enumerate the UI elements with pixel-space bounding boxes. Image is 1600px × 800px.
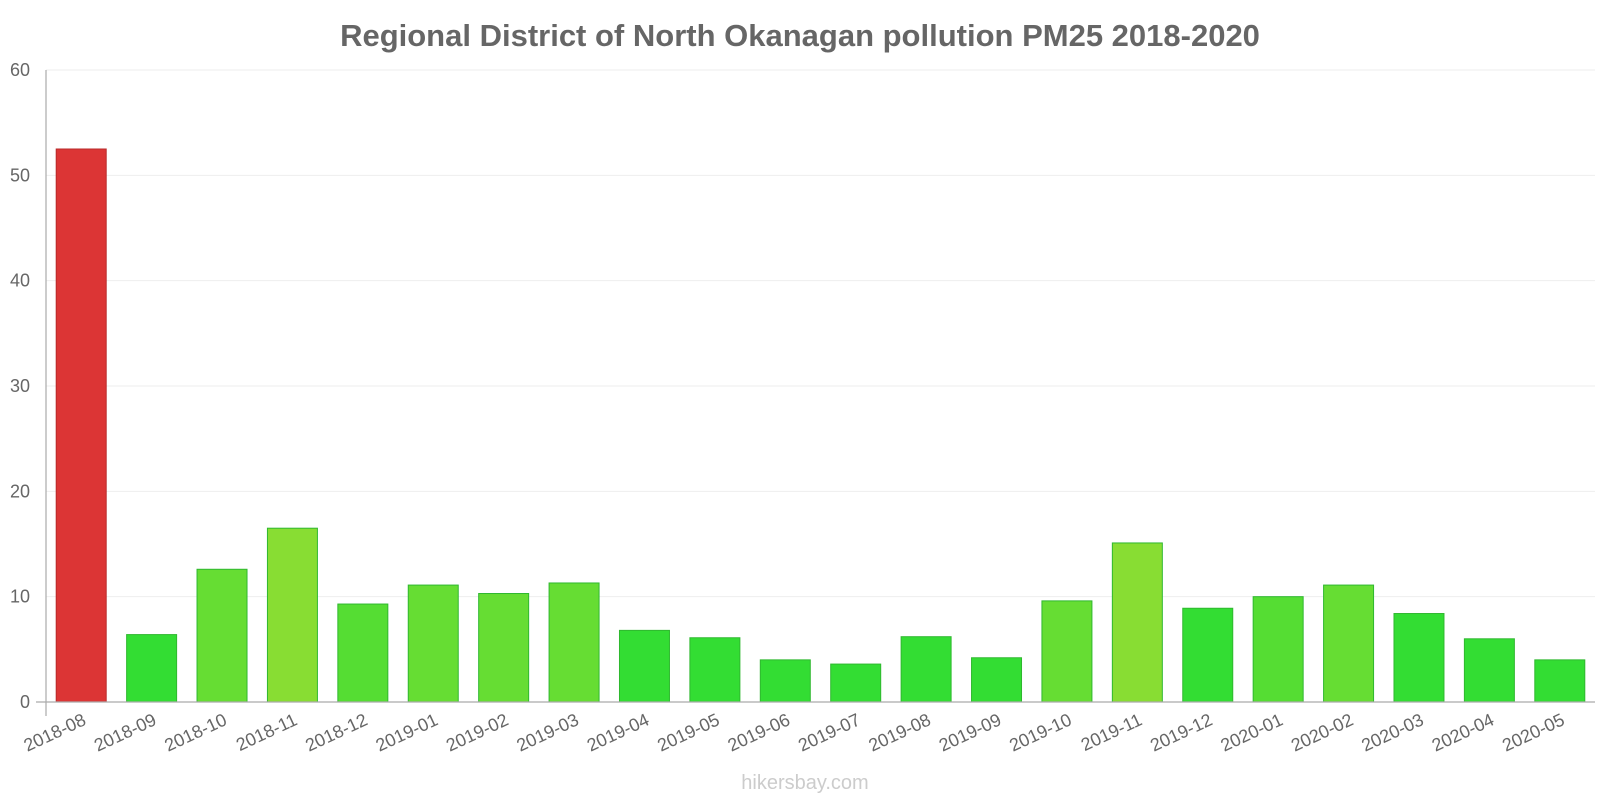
x-tick-label-2018-08: 2018-08	[21, 709, 89, 755]
x-tick-label-2020-02: 2020-02	[1288, 709, 1356, 755]
bar-2018-12	[337, 603, 389, 703]
bar-2020-03	[1393, 613, 1445, 703]
y-tick-label-60: 60	[10, 60, 30, 80]
bar-2019-07	[830, 663, 882, 703]
x-tick-label-2020-05: 2020-05	[1499, 709, 1567, 755]
x-tick-label-2019-11: 2019-11	[1078, 709, 1145, 754]
bar-2019-01	[407, 584, 459, 703]
bar-2019-05	[689, 637, 741, 703]
bar-2018-11	[266, 527, 318, 703]
y-tick-label-10: 10	[10, 587, 30, 607]
bar-2018-10	[196, 568, 248, 703]
bar-2019-12	[1182, 607, 1234, 703]
x-tick-labels: 2018-08 2018-09 2018-10 2018-11 2018-12 2019-…	[21, 709, 1568, 755]
x-tick-label-2019-04: 2019-04	[584, 709, 652, 755]
bar-2019-04	[618, 629, 670, 703]
x-tick-label-2020-04: 2020-04	[1429, 709, 1497, 755]
x-tick-label-2019-01: 2019-01	[373, 709, 441, 755]
gridlines	[46, 69, 1595, 598]
x-tick-label-2019-12: 2019-12	[1147, 709, 1215, 755]
y-tick-label-30: 30	[10, 376, 30, 396]
x-tick-label-2019-07: 2019-07	[795, 709, 863, 755]
bar-2019-11	[1111, 542, 1163, 703]
x-tick-label-2018-11: 2018-11	[233, 709, 300, 754]
axes	[36, 70, 1595, 716]
source-watermark: hikersbay.com	[741, 772, 868, 794]
bar-2018-09	[126, 634, 178, 703]
bar-2020-02	[1323, 584, 1375, 703]
x-tick-label-2019-02: 2019-02	[443, 709, 511, 755]
bar-2019-03	[548, 582, 600, 703]
bar-2020-04	[1463, 638, 1515, 703]
x-tick-label-2019-08: 2019-08	[865, 709, 933, 755]
x-tick-label-2020-01: 2020-01	[1218, 709, 1286, 755]
x-tick-label-2019-05: 2019-05	[654, 709, 722, 755]
x-tick-label-2019-03: 2019-03	[513, 709, 581, 755]
x-tick-label-2019-06: 2019-06	[725, 709, 793, 755]
bar-2019-10	[1041, 600, 1093, 703]
x-tick-label-2018-09: 2018-09	[91, 709, 159, 755]
bar-2020-05	[1534, 659, 1586, 703]
chart-title: Regional District of North Okanagan poll…	[340, 18, 1260, 53]
x-tick-label-2018-10: 2018-10	[161, 709, 229, 755]
bar-2019-02	[478, 593, 530, 703]
x-tick-label-2018-12: 2018-12	[302, 709, 370, 755]
y-tick-labels: 0 10 20 30 40 50 60	[10, 60, 30, 712]
bar-2019-06	[759, 659, 811, 703]
x-tick-label-2019-10: 2019-10	[1006, 709, 1074, 755]
x-tick-label-2019-09: 2019-09	[936, 709, 1004, 755]
y-tick-label-0: 0	[20, 692, 30, 712]
y-tick-label-50: 50	[10, 165, 30, 185]
y-tick-label-20: 20	[10, 481, 30, 501]
bars	[55, 148, 1586, 703]
bar-2019-09	[971, 657, 1023, 703]
x-tick-label-2020-03: 2020-03	[1358, 709, 1426, 755]
bar-2018-08	[55, 148, 107, 703]
bar-2020-01	[1252, 596, 1304, 703]
bar-2019-08	[900, 636, 952, 703]
y-tick-label-40: 40	[10, 271, 30, 291]
